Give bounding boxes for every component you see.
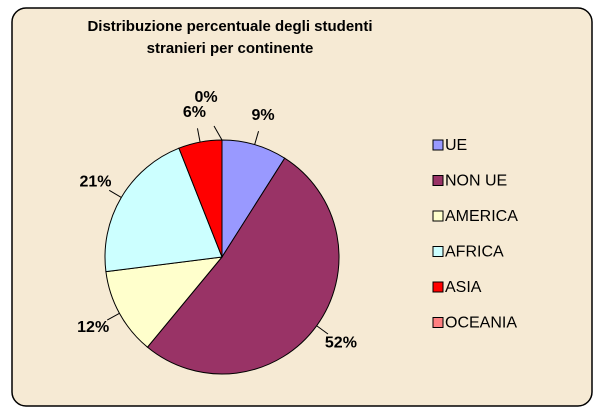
legend-label: NON UE: [445, 173, 507, 190]
data-label: 12%: [77, 319, 109, 336]
legend-label: ASIA: [445, 279, 482, 296]
leader-line: [254, 131, 260, 145]
leader-line: [106, 312, 120, 321]
legend-swatch: [432, 281, 444, 293]
leader-line: [108, 189, 122, 198]
legend-swatch: [432, 210, 444, 222]
legend-swatch: [432, 139, 444, 151]
data-label: 52%: [325, 335, 357, 352]
legend-swatch: [432, 175, 444, 186]
leader-line: [316, 325, 329, 335]
pie-slice: [146, 157, 340, 375]
data-label: 6%: [183, 104, 206, 121]
chart-title: Distribuzione percentuale degli studenti…: [87, 18, 373, 57]
legend-label: AFRICA: [445, 244, 504, 261]
data-label: 0%: [194, 89, 217, 106]
legend-label: UE: [445, 137, 467, 154]
legend-label: OCEANIA: [445, 315, 517, 332]
leader-line: [213, 125, 223, 141]
legend-swatch: [432, 317, 444, 328]
pie-slice: [104, 147, 223, 273]
legend-swatch: [432, 246, 444, 257]
data-label: 9%: [251, 107, 274, 124]
legend-label: AMERICA: [445, 208, 518, 225]
pie-slice: [105, 256, 224, 348]
leader-line: [196, 128, 201, 143]
data-label: 21%: [79, 173, 111, 190]
